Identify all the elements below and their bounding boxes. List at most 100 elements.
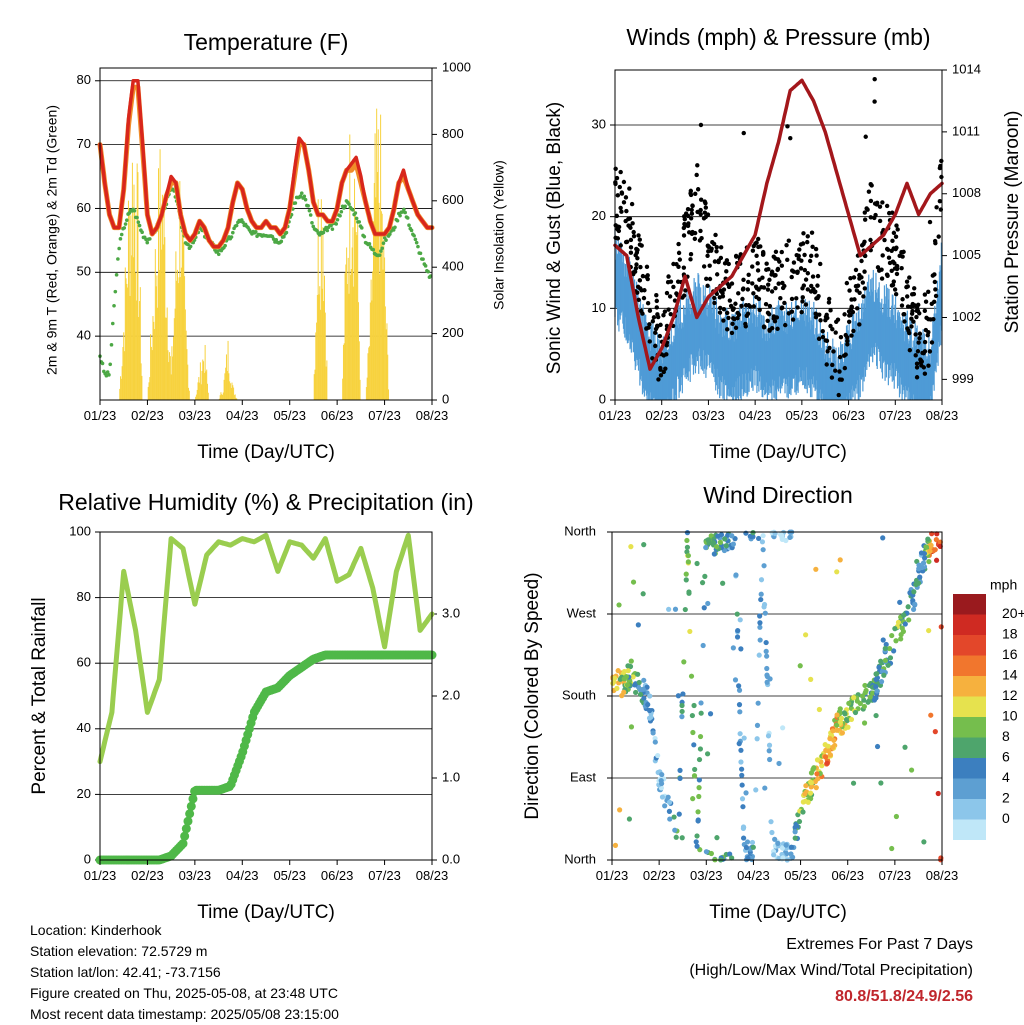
dewpoint-point xyxy=(109,343,114,347)
wind-direction-point xyxy=(727,851,733,857)
wind-direction-point xyxy=(757,620,763,626)
gust-point xyxy=(884,246,890,252)
wind-direction-point xyxy=(683,571,689,577)
gust-point xyxy=(628,225,633,230)
winds-ytick-label: 0 xyxy=(599,391,606,406)
gust-point xyxy=(676,250,682,256)
wind-direction-point xyxy=(730,645,736,651)
wind-direction-point xyxy=(905,604,911,610)
wind-direction-point xyxy=(934,531,940,537)
wind-direction-point xyxy=(889,845,895,852)
wind-direction-point xyxy=(758,591,764,597)
wind-direction-point xyxy=(659,771,665,778)
gust-point xyxy=(812,289,817,295)
temperature-y2tick-label: 1000 xyxy=(442,59,471,74)
gust-point xyxy=(654,305,659,310)
gust-point xyxy=(725,310,730,316)
temperature-xtick-label: 06/23 xyxy=(321,408,354,423)
gust-point xyxy=(929,340,935,345)
gust-point xyxy=(859,275,864,280)
gust-point xyxy=(784,242,789,248)
speed-legend-swatch xyxy=(953,758,986,779)
dewpoint-point xyxy=(321,230,326,235)
dewpoint-point xyxy=(384,238,388,242)
station-info: Location: Kinderhook Station elevation: … xyxy=(30,920,339,1025)
gust-point xyxy=(619,190,625,195)
gust-point xyxy=(785,124,790,129)
gust-point xyxy=(853,284,859,289)
direction-xtick-label: 03/23 xyxy=(690,868,723,883)
wind-direction-point xyxy=(730,541,736,547)
dewpoint-point xyxy=(380,246,385,251)
wind-direction-point xyxy=(686,589,692,595)
wind-direction-point xyxy=(912,601,918,607)
gust-point xyxy=(899,303,905,308)
gust-point xyxy=(786,238,792,243)
gust-point xyxy=(666,307,671,312)
gust-point xyxy=(730,321,735,327)
gust-point xyxy=(743,324,748,329)
wind-direction-point xyxy=(906,617,912,623)
wind-direction-point xyxy=(808,780,815,786)
wind-direction-point xyxy=(710,539,717,546)
wind-direction-point xyxy=(633,689,639,696)
gust-point xyxy=(621,179,627,185)
gust-point xyxy=(694,172,699,178)
gust-point xyxy=(893,234,899,239)
wind-direction-point xyxy=(861,703,867,710)
wind-direction-point xyxy=(689,712,695,719)
gust-point xyxy=(800,286,805,291)
dewpoint-point xyxy=(357,220,362,224)
gust-point xyxy=(803,277,809,282)
wind-direction-point xyxy=(725,532,731,538)
wind-direction-point xyxy=(780,725,786,731)
wind-direction-point xyxy=(743,844,750,851)
gust-point xyxy=(895,227,900,232)
gust-point xyxy=(724,269,729,274)
speed-legend-label: 4 xyxy=(1002,769,1010,785)
wind-direction-point xyxy=(907,590,913,596)
wind-direction-point xyxy=(672,606,679,612)
gust-point xyxy=(750,264,755,269)
gust-point xyxy=(939,158,944,164)
gust-point xyxy=(809,283,814,289)
temperature-xtick-label: 02/23 xyxy=(131,408,164,423)
dewpoint-point xyxy=(334,222,339,226)
gust-point xyxy=(703,205,709,210)
gust-point xyxy=(623,195,629,200)
wind-direction-point xyxy=(700,642,706,649)
wind-direction-point xyxy=(736,683,742,689)
humidity-ytick-label: 80 xyxy=(77,589,91,604)
wind-direction-point xyxy=(741,835,747,841)
dewpoint-point xyxy=(367,242,372,246)
humidity-title: Relative Humidity (%) & Precipitation (i… xyxy=(58,489,473,515)
temperature-y2tick-label: 200 xyxy=(442,325,464,340)
dewpoint-point xyxy=(353,211,358,215)
wind-direction-point xyxy=(851,695,857,701)
wind-direction-point xyxy=(844,717,850,724)
gust-point xyxy=(909,324,914,329)
extremes-values: 80.8/51.8/24.9/2.56 xyxy=(835,988,973,1005)
gust-point xyxy=(813,311,818,316)
gust-point xyxy=(681,225,687,231)
wind-direction-point xyxy=(739,772,745,778)
dewpoint-point xyxy=(330,227,335,231)
gust-point xyxy=(716,258,721,263)
gust-point xyxy=(934,205,939,210)
wind-direction-point xyxy=(762,610,768,616)
gust-point xyxy=(688,216,694,221)
gust-point xyxy=(825,349,830,354)
gust-point xyxy=(618,205,623,211)
wind-direction-point xyxy=(757,624,763,630)
gust-point xyxy=(872,99,877,104)
dewpoint-point xyxy=(379,249,383,253)
gust-point xyxy=(756,287,761,292)
wind-direction-point xyxy=(755,535,762,542)
wind-direction-point xyxy=(778,531,784,538)
gust-point xyxy=(712,295,717,301)
gust-point xyxy=(634,246,639,252)
gust-point xyxy=(789,296,795,302)
gust-point xyxy=(685,206,691,212)
gust-point xyxy=(647,339,652,344)
dewpoint-point xyxy=(303,197,308,202)
